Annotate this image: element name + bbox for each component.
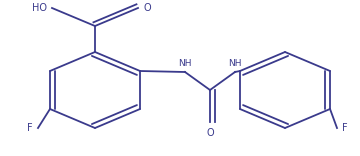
Text: HO: HO bbox=[32, 3, 47, 13]
Text: O: O bbox=[206, 128, 214, 138]
Text: F: F bbox=[27, 123, 33, 133]
Text: O: O bbox=[143, 3, 150, 13]
Text: NH: NH bbox=[178, 59, 192, 68]
Text: NH: NH bbox=[228, 59, 242, 68]
Text: F: F bbox=[342, 123, 348, 133]
